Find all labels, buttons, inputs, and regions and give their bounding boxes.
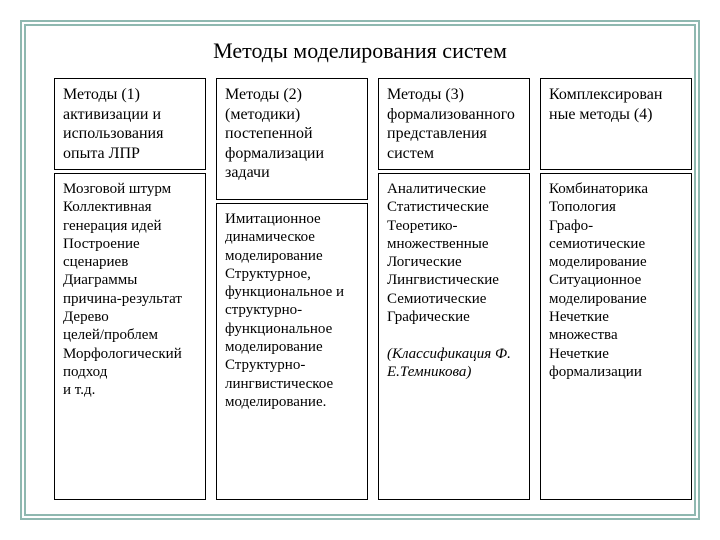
- header-line: Комплексирован: [549, 85, 683, 105]
- body-line: [387, 326, 521, 344]
- header-line: Методы (1): [63, 85, 197, 105]
- body-line: Теоретико-: [387, 217, 521, 235]
- body-line: Ситуационное: [549, 271, 683, 289]
- body-line: (Классификация Ф.: [387, 345, 521, 363]
- body-line: функциональное и: [225, 283, 359, 301]
- header-line: активизации и: [63, 105, 197, 125]
- body-line: Диаграммы: [63, 271, 197, 289]
- body-line: моделирование.: [225, 393, 359, 411]
- column-header-2: Методы (2)(методики)постепеннойформализа…: [216, 78, 368, 200]
- diagram-title: Методы моделирования систем: [120, 38, 600, 64]
- body-line: генерация идей: [63, 217, 197, 235]
- body-line: функциональное: [225, 320, 359, 338]
- column-header-3: Методы (3)формализованногопредставленияс…: [378, 78, 530, 170]
- column-body-4: КомбинаторикаТопологияГрафо-семиотически…: [540, 173, 692, 500]
- header-line: опыта ЛПР: [63, 144, 197, 164]
- body-line: Графические: [387, 308, 521, 326]
- column-header-4: Комплексированные методы (4): [540, 78, 692, 170]
- header-line: задачи: [225, 163, 359, 183]
- body-line: Структурно-: [225, 356, 359, 374]
- header-line: ные методы (4): [549, 105, 683, 125]
- header-line: представления: [387, 124, 521, 144]
- body-line: целей/проблем: [63, 326, 197, 344]
- body-line: Построение: [63, 235, 197, 253]
- body-line: Графо-: [549, 217, 683, 235]
- body-line: Структурное,: [225, 265, 359, 283]
- body-line: моделирование: [225, 338, 359, 356]
- body-line: Коллективная: [63, 198, 197, 216]
- body-line: и т.д.: [63, 381, 197, 399]
- body-line: Комбинаторика: [549, 180, 683, 198]
- header-line: Методы (2): [225, 85, 359, 105]
- body-line: моделирование: [549, 290, 683, 308]
- column-body-2: ИмитационноединамическоемоделированиеСтр…: [216, 203, 368, 500]
- body-line: Нечеткие: [549, 345, 683, 363]
- header-line: Методы (3): [387, 85, 521, 105]
- body-line: Лингвистические: [387, 271, 521, 289]
- body-line: подход: [63, 363, 197, 381]
- body-line: структурно-: [225, 301, 359, 319]
- body-line: Имитационное: [225, 210, 359, 228]
- body-line: Нечеткие: [549, 308, 683, 326]
- body-line: семиотические: [549, 235, 683, 253]
- body-line: динамическое: [225, 228, 359, 246]
- header-line: использования: [63, 124, 197, 144]
- body-line: причина-результат: [63, 290, 197, 308]
- body-line: лингвистическое: [225, 375, 359, 393]
- body-line: Логические: [387, 253, 521, 271]
- header-line: формализованного: [387, 105, 521, 125]
- column-body-1: Мозговой штурмКоллективнаягенерация идей…: [54, 173, 206, 500]
- body-line: множественные: [387, 235, 521, 253]
- body-line: Топология: [549, 198, 683, 216]
- body-line: Семиотические: [387, 290, 521, 308]
- body-line: Дерево: [63, 308, 197, 326]
- column-body-3: АналитическиеСтатистическиеТеоретико-мно…: [378, 173, 530, 500]
- body-line: множества: [549, 326, 683, 344]
- body-line: Морфологический: [63, 345, 197, 363]
- body-line: моделирование: [549, 253, 683, 271]
- body-line: сценариев: [63, 253, 197, 271]
- body-line: Е.Темникова): [387, 363, 521, 381]
- header-line: постепенной: [225, 124, 359, 144]
- body-line: формализации: [549, 363, 683, 381]
- body-line: Статистические: [387, 198, 521, 216]
- body-line: Аналитические: [387, 180, 521, 198]
- body-line: Мозговой штурм: [63, 180, 197, 198]
- column-header-1: Методы (1)активизации ииспользованияопыт…: [54, 78, 206, 170]
- header-line: формализации: [225, 144, 359, 164]
- body-line: моделирование: [225, 247, 359, 265]
- header-line: (методики): [225, 105, 359, 125]
- header-line: систем: [387, 144, 521, 164]
